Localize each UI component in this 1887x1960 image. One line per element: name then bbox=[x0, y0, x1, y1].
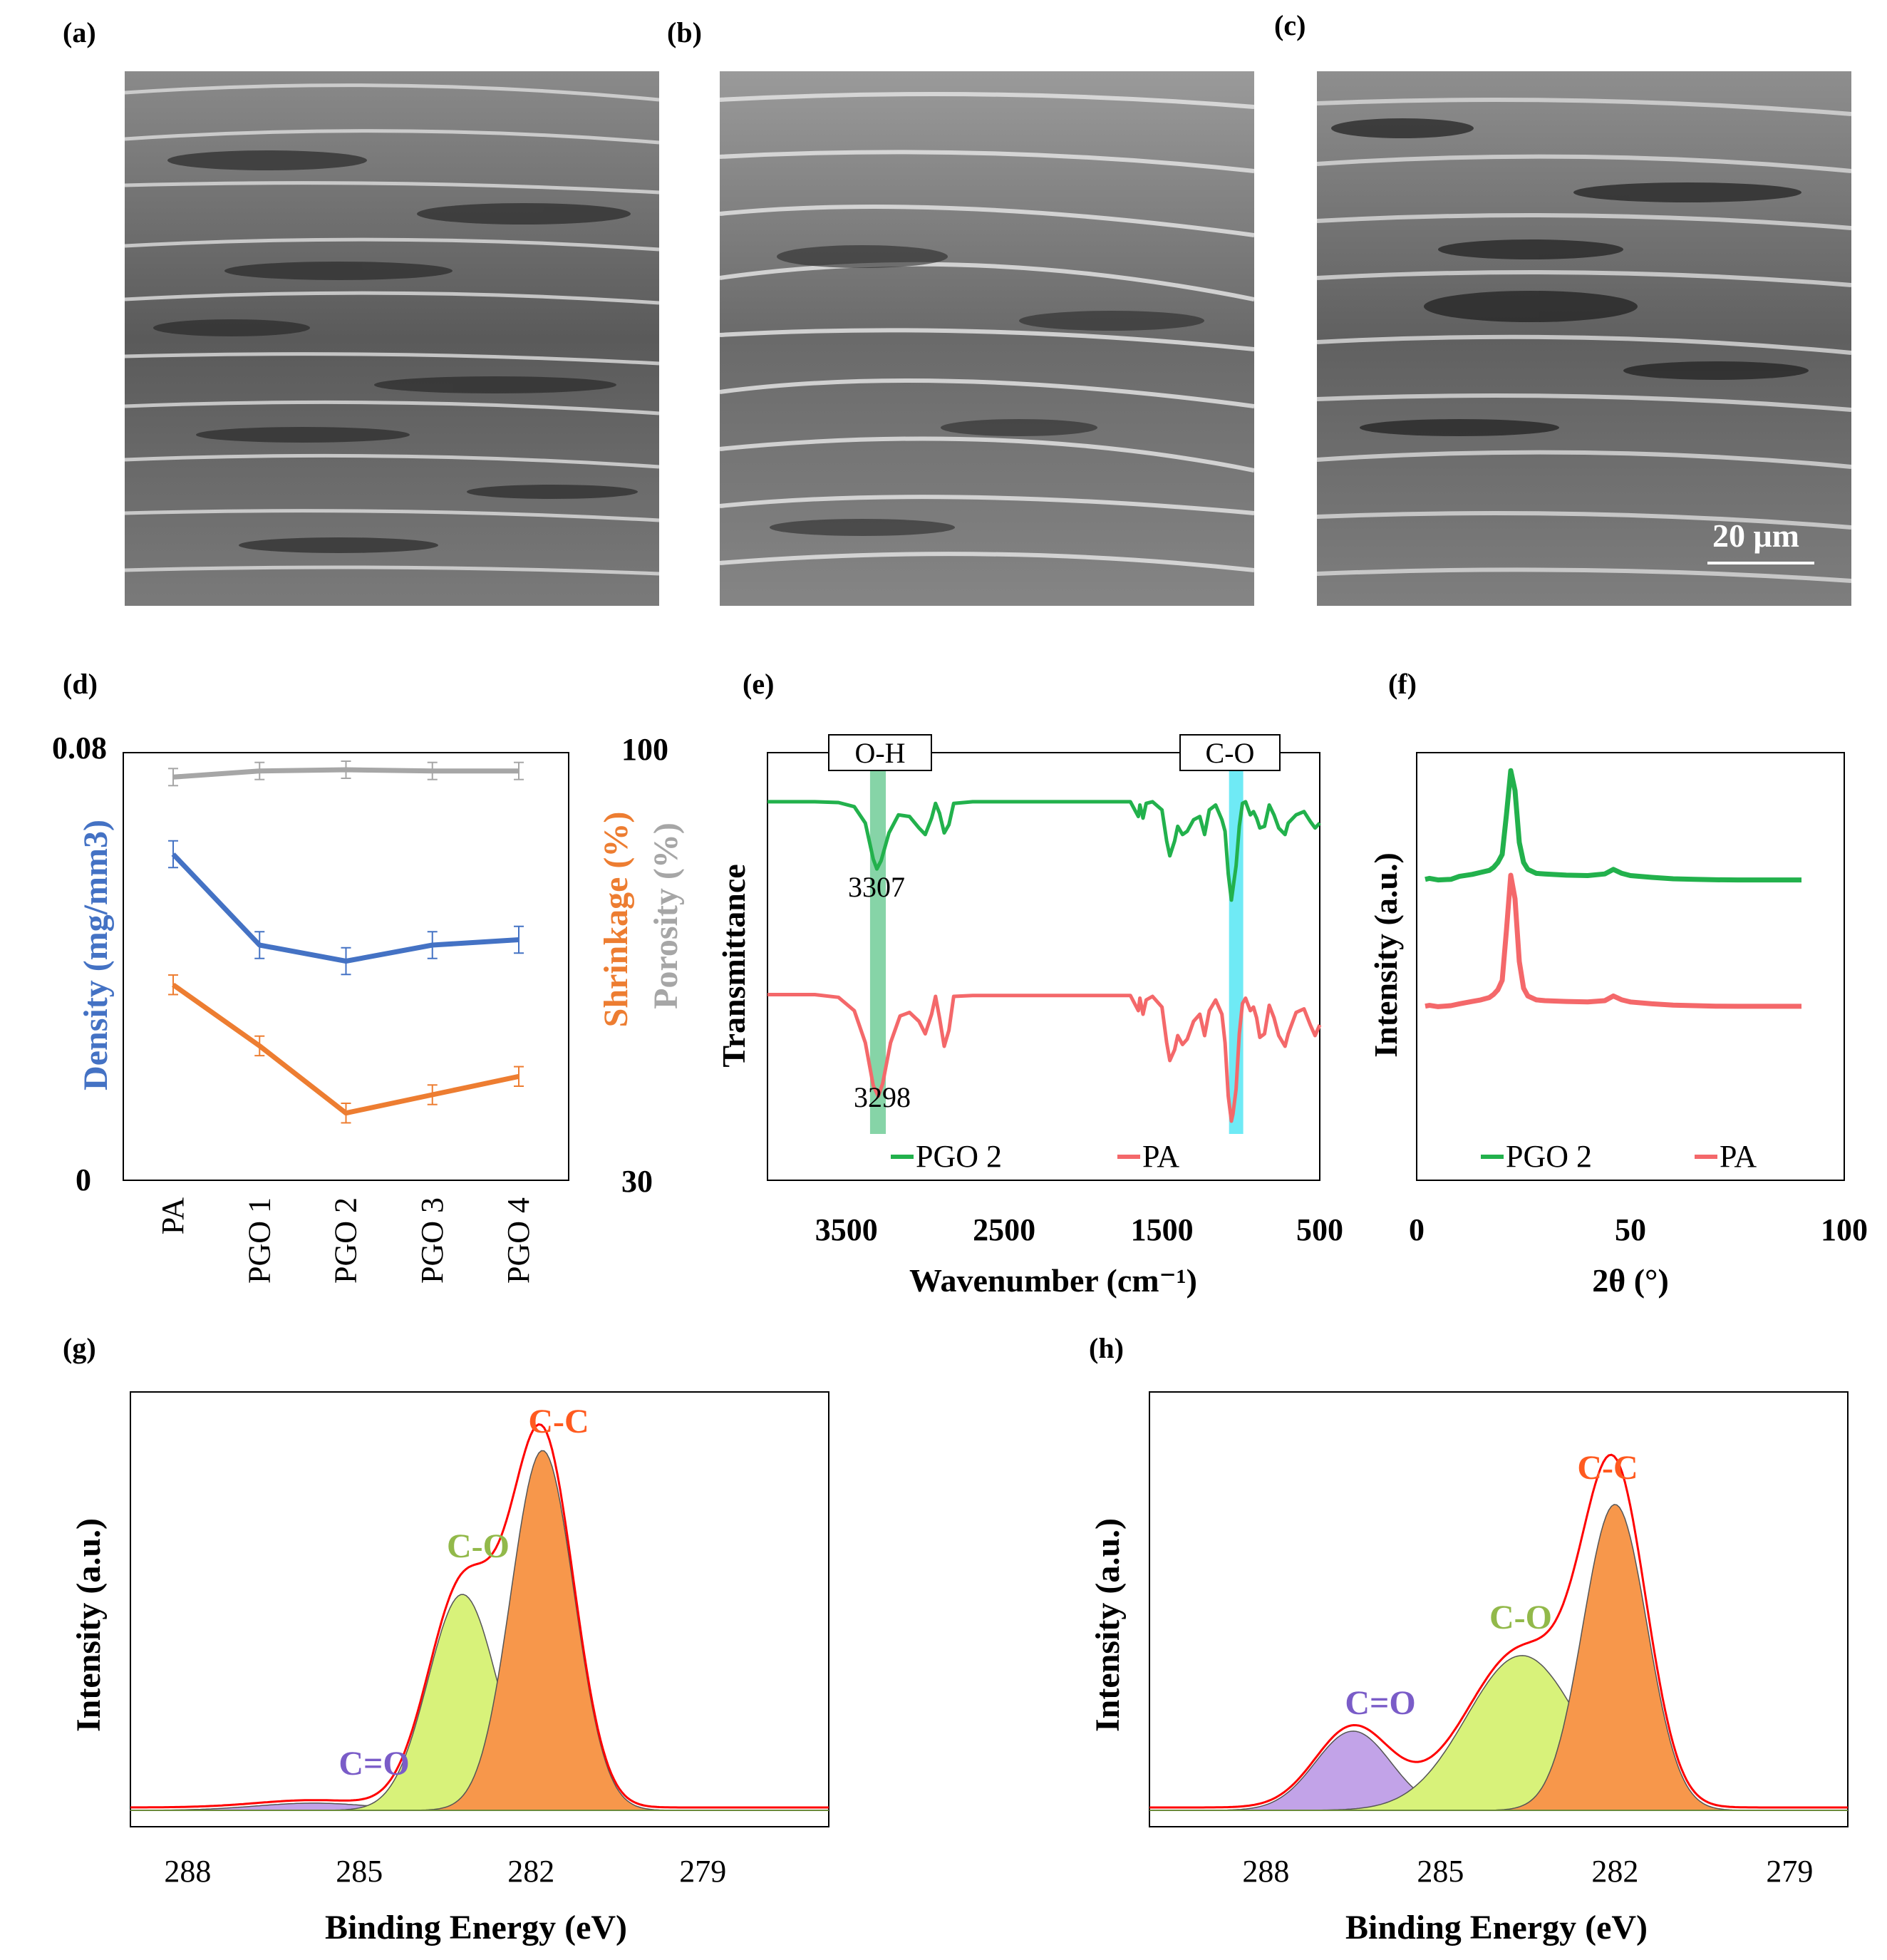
h-peaks-x-tick-1: 285 bbox=[1417, 1854, 1464, 1889]
chart-f: PGO 2 PA 0 50 100 2θ (°) Intensity (a.u.) bbox=[1368, 752, 1868, 1299]
legend-label-pgo2-e: PGO 2 bbox=[916, 1139, 1002, 1174]
panel-label-a: (a) bbox=[63, 16, 96, 48]
h-peaks-peak-C-O bbox=[1149, 1655, 1848, 1811]
d-category-label-4: PGO 4 bbox=[501, 1197, 536, 1284]
f-x-tick-0: 0 bbox=[1409, 1212, 1425, 1247]
h-peaks-x-tick-2: 282 bbox=[1591, 1854, 1638, 1889]
e-x-tick-3: 500 bbox=[1296, 1212, 1343, 1247]
d-right-tick-bottom: 30 bbox=[621, 1164, 653, 1199]
e-x-tick-1: 2500 bbox=[973, 1212, 1035, 1247]
panel-label-g: (g) bbox=[63, 1332, 96, 1364]
e-x-tick-2: 1500 bbox=[1131, 1212, 1194, 1247]
scale-bar-label: 20 μm bbox=[1712, 517, 1799, 554]
h-peaks-envelope bbox=[1149, 1453, 1848, 1809]
d-left-tick-top: 0.08 bbox=[52, 731, 107, 765]
g-label-ceo: C=O bbox=[338, 1745, 409, 1783]
d-right-axis-title-porosity: Porosity (%) bbox=[647, 822, 685, 1009]
e-y-axis-title: Transmittance bbox=[715, 864, 752, 1067]
panel-label-b: (b) bbox=[667, 16, 702, 48]
d-left-axis-title: Density (mg/mm3) bbox=[77, 820, 115, 1090]
g-peaks-envelope bbox=[130, 1423, 829, 1809]
g-x-axis-title: Binding Energy (eV) bbox=[325, 1909, 627, 1946]
g-y-axis-title: Intensity (a.u.) bbox=[70, 1518, 108, 1732]
oh-band-label-box bbox=[828, 734, 932, 771]
co-band-label: C-O bbox=[1206, 737, 1255, 769]
sem-image-a bbox=[125, 71, 659, 606]
h-label-co: C-O bbox=[1489, 1599, 1552, 1636]
h-label-cc: C-C bbox=[1577, 1449, 1638, 1487]
panel-label-h: (h) bbox=[1089, 1332, 1124, 1364]
legend-label-pa-e: PA bbox=[1142, 1139, 1179, 1174]
d-right-tick-top: 100 bbox=[621, 732, 668, 767]
chart-d: 0.08 0 100 30 Density (mg/mm3) Shrinkage… bbox=[52, 731, 685, 1284]
scale-bar bbox=[1707, 562, 1814, 564]
e-series-line-pgo2 bbox=[767, 800, 1321, 902]
plot-frame-d bbox=[123, 752, 569, 1181]
f-x-tick-2: 100 bbox=[1821, 1212, 1868, 1247]
f-series-line-pa bbox=[1425, 872, 1801, 1009]
panel-label-f: (f) bbox=[1388, 668, 1417, 700]
h-x-axis-title: Binding Energy (eV) bbox=[1345, 1909, 1648, 1946]
peak-annotation-3298: 3298 bbox=[854, 1081, 911, 1113]
e-x-axis-title: Wavenumber (cm⁻¹) bbox=[909, 1262, 1197, 1299]
h-peaks-x-tick-0: 288 bbox=[1242, 1854, 1289, 1889]
oh-band-label: O-H bbox=[854, 737, 905, 769]
g-label-co: C-O bbox=[447, 1527, 510, 1565]
d-category-label-2: PGO 2 bbox=[329, 1197, 363, 1284]
h-y-axis-title: Intensity (a.u.) bbox=[1089, 1518, 1127, 1732]
chart-e: O-H C-O 3307 3298 PGO 2 PA 3500 2500 1500 5… bbox=[715, 734, 1343, 1299]
d-series-line-shrinkage bbox=[171, 982, 519, 1116]
d-category-label-0: PA bbox=[155, 1197, 190, 1234]
sem-image-b bbox=[720, 71, 1254, 606]
d-series-line-density bbox=[171, 852, 519, 964]
peak-annotation-3307: 3307 bbox=[848, 871, 905, 903]
d-right-axis-title-shrinkage: Shrinkage (%) bbox=[597, 812, 635, 1028]
d-category-label-1: PGO 1 bbox=[242, 1197, 276, 1284]
h-label-ceo: C=O bbox=[1345, 1684, 1415, 1722]
plot-frame-h bbox=[1149, 1391, 1849, 1827]
f-x-tick-1: 50 bbox=[1615, 1212, 1646, 1247]
g-peaks-x-tick-0: 288 bbox=[164, 1854, 211, 1889]
d-category-label-3: PGO 3 bbox=[415, 1197, 450, 1284]
legend-label-pgo2-f: PGO 2 bbox=[1506, 1139, 1592, 1174]
panel-label-e: (e) bbox=[743, 668, 775, 700]
g-peaks-x-tick-1: 285 bbox=[336, 1854, 383, 1889]
chart-g: C-C C-O C=O 288 285 282 279 Binding Energy … bbox=[70, 1391, 829, 1946]
panel-label-d: (d) bbox=[63, 668, 98, 700]
d-left-tick-bottom: 0 bbox=[76, 1162, 91, 1197]
h-peaks-x-tick-3: 279 bbox=[1766, 1854, 1813, 1889]
panel-label-c: (c) bbox=[1274, 9, 1306, 41]
legend-label-pa-f: PA bbox=[1720, 1139, 1757, 1174]
co-band-label-box bbox=[1179, 734, 1281, 771]
g-peaks-x-tick-3: 279 bbox=[679, 1854, 726, 1889]
e-x-tick-0: 3500 bbox=[815, 1212, 878, 1247]
f-x-axis-title: 2θ (°) bbox=[1592, 1262, 1669, 1299]
e-series-line-pa bbox=[767, 993, 1322, 1123]
chart-h: C-C C-O C=O 288 285 282 279 Binding Energy … bbox=[1089, 1391, 1849, 1946]
sem-image-c: 20 μm bbox=[1317, 71, 1851, 606]
f-series-line-pgo2 bbox=[1425, 768, 1801, 883]
plot-frame-g bbox=[130, 1391, 829, 1827]
g-label-cc: C-C bbox=[528, 1403, 589, 1440]
plot-frame-f bbox=[1416, 752, 1845, 1181]
g-peaks-x-tick-2: 282 bbox=[507, 1854, 554, 1889]
f-y-axis-title: Intensity (a.u.) bbox=[1368, 852, 1404, 1058]
plot-frame-e bbox=[767, 752, 1320, 1181]
